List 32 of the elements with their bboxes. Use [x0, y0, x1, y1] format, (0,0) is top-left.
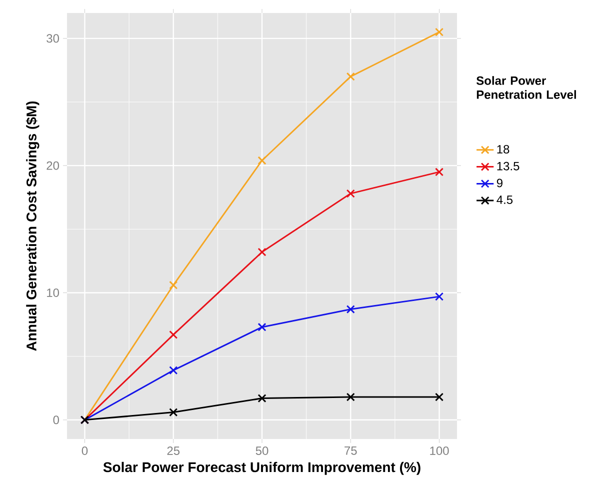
x-tick-label: 75 [344, 446, 357, 455]
point [434, 392, 444, 402]
point [169, 366, 178, 375]
x-tick-label: 100 [430, 446, 449, 456]
point [346, 392, 355, 402]
y-tick-label: 30 [46, 34, 60, 43]
point [434, 28, 444, 36]
legend-label: 4.5 [496, 196, 513, 204]
point [169, 280, 178, 290]
point [258, 156, 266, 165]
point [434, 168, 444, 176]
point [346, 72, 355, 81]
y-axis-title: Annual Generation Cost Savings ($M) [26, 101, 40, 351]
legend-label: 18 [497, 144, 510, 154]
y-tick-label: 20 [46, 161, 60, 170]
point [169, 408, 178, 417]
point [258, 248, 266, 256]
x-axis-title: Solar Power Forecast Uniform Improvement (%) [103, 462, 420, 475]
x-tick-label: 50 [256, 446, 268, 456]
legend-label: 9 [496, 178, 502, 188]
point [258, 322, 266, 332]
y-tick-label: 0 [53, 416, 60, 424]
y-tick-label: 10 [47, 288, 60, 297]
legend-label: 13.5 [497, 162, 520, 170]
point [346, 304, 355, 314]
point [169, 330, 178, 339]
point [434, 292, 444, 301]
point [258, 394, 266, 403]
legend-title: Solar Power Penetration Level [476, 76, 576, 99]
x-tick-label: 0 [82, 446, 88, 456]
point [346, 189, 355, 198]
x-tick-label: 25 [167, 446, 180, 456]
